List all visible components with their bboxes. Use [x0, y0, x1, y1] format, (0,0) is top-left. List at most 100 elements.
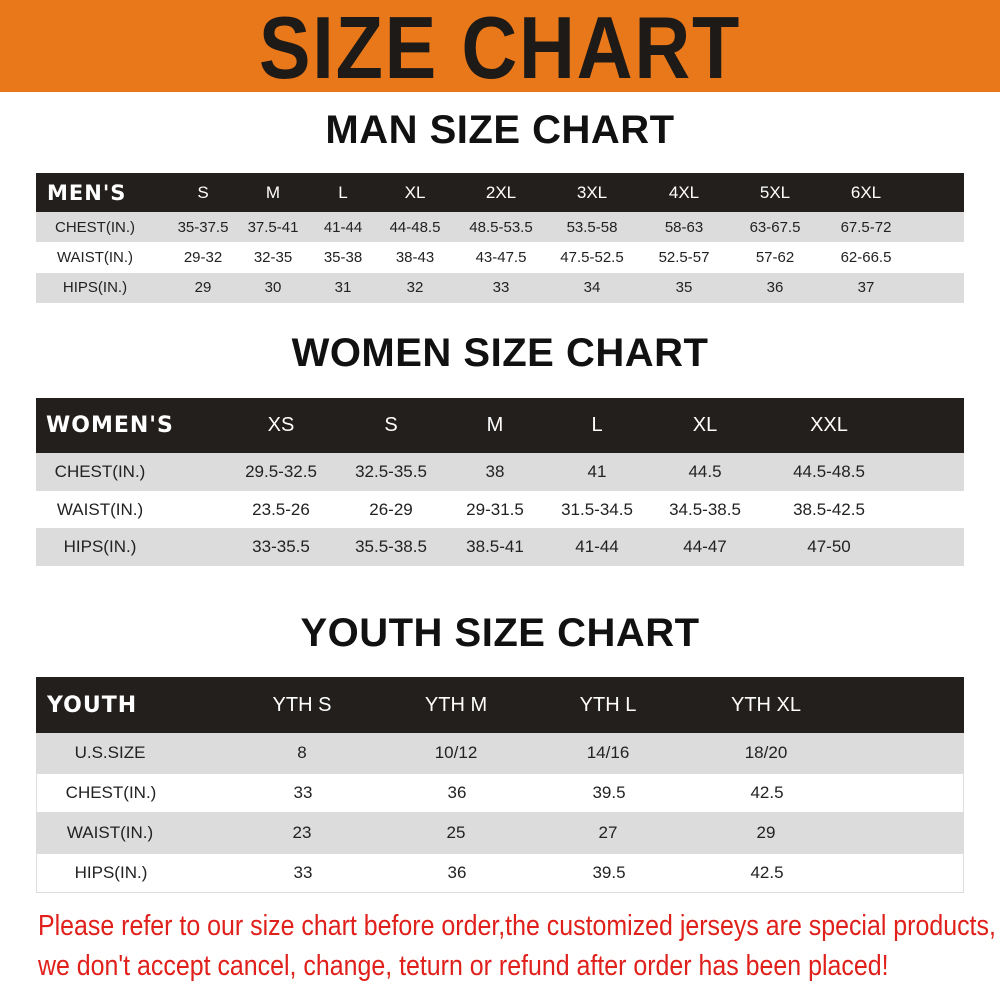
size-header-cell: XXL: [810, 414, 848, 436]
table-cell: 47.5-52.5: [560, 248, 624, 266]
measure-label-cell: CHEST(IN.): [55, 218, 135, 236]
table-cell: 31: [334, 279, 352, 297]
table-cell: 30: [264, 279, 282, 297]
men-section-title: MAN SIZE CHART: [325, 108, 675, 152]
table-cell: 39.5: [592, 783, 626, 802]
size-header-cell: 2XL: [485, 182, 517, 202]
size-header-cell: 4XL: [668, 182, 700, 202]
table-cell: 47-50: [807, 537, 851, 557]
notice-line-2: we don't accept cancel, change, teturn o…: [38, 950, 889, 982]
table-cell: 34.5-38.5: [669, 499, 741, 519]
size-header-cell: YTH XL: [730, 693, 802, 716]
table-header-row: MEN'S S M L XL 2XL 3XL 4XL 5XL 6XL: [36, 173, 964, 212]
table-cell: 14/16: [586, 743, 630, 762]
size-header-cell: M: [265, 182, 281, 202]
table-cell: 26-29: [369, 499, 413, 519]
table-title-cell: YOUTH: [47, 692, 138, 718]
table-row: WAIST(IN.) 29-32 32-35 35-38 38-43 43-47.5 47.…: [36, 242, 964, 273]
table-cell: 35: [675, 279, 693, 297]
table-cell: 42.5: [750, 863, 784, 882]
table-cell: 8: [297, 743, 307, 762]
table-cell: 32.5-35.5: [355, 461, 427, 481]
size-header-cell: YTH M: [424, 693, 488, 716]
table-cell: 62-66.5: [840, 248, 892, 266]
table-cell: 48.5-53.5: [469, 218, 533, 236]
table-cell: 41-44: [323, 218, 363, 236]
table-title-cell: WOMEN'S: [46, 413, 174, 438]
table-header-row: WOMEN'S XS S M L XL XXL: [36, 398, 964, 453]
table-cell: 35-38: [323, 248, 363, 266]
table-row: HIPS(IN.) 33-35.5 35.5-38.5 38.5-41 41-44 44-…: [36, 528, 964, 567]
size-header-cell: XL: [692, 414, 718, 436]
table-cell: 44-48.5: [389, 218, 441, 236]
table-row: CHEST(IN.) 29.5-32.5 32.5-35.5 38 41 44.5 44.5…: [36, 453, 964, 491]
table-cell: 57-62: [755, 248, 795, 266]
table-cell: 53.5-58: [566, 218, 618, 236]
table-cell: 63-67.5: [749, 218, 801, 236]
measure-label-cell: CHEST(IN.): [65, 783, 157, 802]
table-cell: 23: [292, 823, 312, 842]
table-cell: 36: [766, 279, 784, 297]
measure-label-cell: WAIST(IN.): [56, 499, 144, 519]
table-cell: 29-31.5: [466, 499, 524, 519]
table-cell: 41-44: [575, 537, 619, 557]
table-cell: 39.5: [592, 863, 626, 882]
table-cell: 52.5-57: [658, 248, 710, 266]
table-title-cell: MEN'S: [47, 180, 127, 205]
table-cell: 36: [447, 783, 467, 802]
measure-label-cell: HIPS(IN.): [63, 537, 137, 557]
table-row: HIPS(IN.) 29 30 31 32 33 34 35 36 37: [36, 272, 964, 303]
table-cell: 41: [587, 461, 607, 481]
table-cell: 18/20: [744, 743, 788, 762]
table-row: HIPS(IN.) 33 36 39.5 42.5: [36, 853, 964, 893]
size-header-cell: L: [338, 182, 348, 202]
table-cell: 31.5-34.5: [561, 499, 633, 519]
table-cell: 67.5-72: [840, 218, 892, 236]
table-cell: 29.5-32.5: [245, 461, 317, 481]
table-row: U.S.SIZE 8 10/12 14/16 18/20: [36, 733, 964, 773]
size-header-cell: M: [486, 414, 504, 436]
size-header-cell: S: [197, 182, 209, 202]
table-cell: 44.5-48.5: [793, 461, 865, 481]
size-header-cell: 3XL: [576, 182, 608, 202]
table-cell: 10/12: [434, 743, 478, 762]
table-row: WAIST(IN.) 23 25 27 29: [36, 813, 964, 853]
size-header-cell: YTH S: [272, 693, 332, 716]
measure-label-cell: CHEST(IN.): [54, 461, 146, 481]
size-header-cell: 5XL: [759, 182, 791, 202]
youth-section-title: YOUTH SIZE CHART: [300, 611, 700, 655]
size-header-cell: XS: [267, 414, 295, 436]
measure-label-cell: U.S.SIZE: [74, 743, 146, 762]
page-title: SIZE CHART: [258, 0, 742, 97]
table-cell: 38-43: [395, 248, 435, 266]
table-cell: 33-35.5: [252, 537, 310, 557]
table-cell: 33: [293, 863, 313, 882]
table-cell: 37: [857, 279, 875, 297]
size-header-cell: XL: [404, 182, 426, 202]
table-cell: 25: [446, 823, 466, 842]
table-cell: 42.5: [750, 783, 784, 802]
table-cell: 33: [492, 279, 510, 297]
notice-line-1: Please refer to our size chart before or…: [38, 910, 996, 942]
table-cell: 35-37.5: [177, 218, 229, 236]
measure-label-cell: HIPS(IN.): [62, 279, 128, 297]
table-cell: 35.5-38.5: [355, 537, 427, 557]
table-cell: 32-35: [253, 248, 293, 266]
table-cell: 27: [598, 823, 618, 842]
table-cell: 38.5-41: [466, 537, 524, 557]
table-cell: 33: [293, 783, 313, 802]
table-cell: 34: [583, 279, 601, 297]
table-cell: 44.5: [688, 461, 722, 481]
size-header-cell: 6XL: [850, 182, 882, 202]
table-cell: 38: [485, 461, 505, 481]
measure-label-cell: WAIST(IN.): [56, 248, 134, 266]
table-cell: 36: [447, 863, 467, 882]
measure-label-cell: WAIST(IN.): [66, 823, 154, 842]
size-header-cell: S: [384, 414, 398, 436]
table-cell: 38.5-42.5: [793, 499, 865, 519]
table-cell: 58-63: [664, 218, 704, 236]
table-cell: 32: [406, 279, 424, 297]
table-cell: 29-32: [183, 248, 223, 266]
women-section-title: WOMEN SIZE CHART: [291, 331, 709, 375]
table-row: WAIST(IN.) 23.5-26 26-29 29-31.5 31.5-34.5 34…: [36, 490, 964, 529]
